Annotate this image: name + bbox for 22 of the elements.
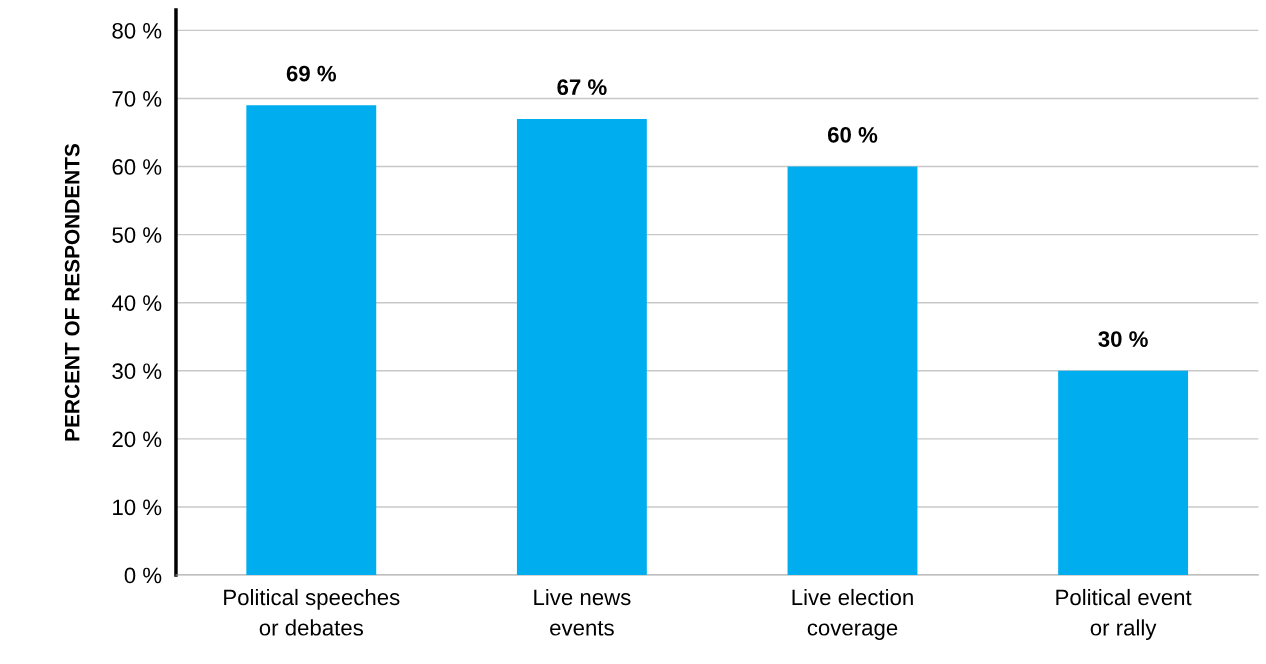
y-axis-title: PERCENT OF RESPONDENTS <box>64 143 80 441</box>
data-label: 69 % <box>286 65 337 82</box>
bar <box>1058 370 1189 576</box>
bar <box>246 105 377 576</box>
data-label: 60 % <box>827 126 878 143</box>
y-tick-label: 60 % <box>112 159 162 175</box>
y-tick-label: 40 % <box>111 295 162 311</box>
bar <box>787 166 918 576</box>
y-tick-label: 20 % <box>112 431 162 448</box>
y-tick-label: 30 % <box>112 363 162 380</box>
x-tick-label: Live election coverage <box>792 588 913 641</box>
y-tick-label: 10 % <box>113 499 162 516</box>
data-label: 30 % <box>1098 331 1148 347</box>
y-tick-label: 50 % <box>112 227 162 243</box>
x-tick-label: Political speeches or debates <box>224 588 400 636</box>
y-tick-label: 70 % <box>112 91 162 107</box>
x-tick-label: Live news events <box>534 588 631 636</box>
x-tick-label: Political event or rally <box>1056 588 1192 641</box>
y-tick-label: 80 % <box>112 22 162 39</box>
data-label: 67 % <box>557 79 607 96</box>
bar <box>516 118 647 576</box>
y-tick-label: 0 % <box>124 567 162 584</box>
